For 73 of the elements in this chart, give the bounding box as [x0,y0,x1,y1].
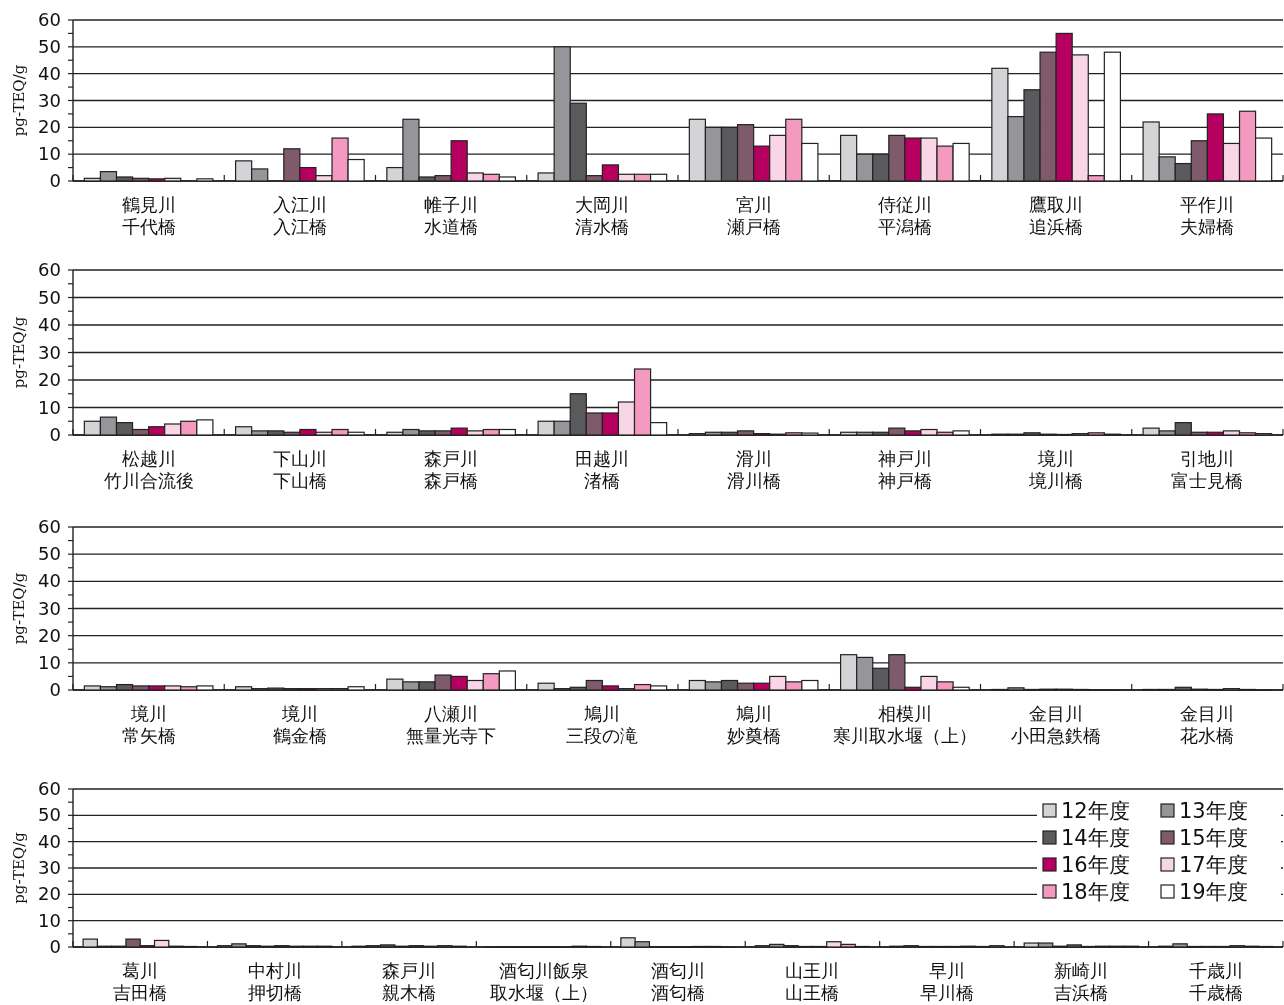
legend-label: 13年度 [1179,799,1248,823]
x-tick-label: 相模川寒川取水堰（上） [832,703,977,746]
y-tick-label: 40 [38,314,61,335]
legend-label: 16年度 [1061,853,1130,877]
x-tick-label: 八瀬川無量光寺下 [406,703,497,746]
legend-label: 14年度 [1061,826,1130,850]
x-tick-label: 森戸川森戸橋 [424,448,479,491]
x-tick-label: 大岡川清水橋 [575,194,630,237]
y-tick-label: 40 [38,570,61,592]
y-tick-label: 50 [38,35,61,57]
x-tick-label: 酒匂川飯泉取水堰（上） [489,960,598,1003]
y-axis-title: pg-TEQ/g [10,64,28,137]
y-tick-label: 30 [38,89,61,111]
y-tick-label: 20 [38,624,61,646]
x-tick-label: 入江川入江橋 [272,194,327,237]
x-tick-label: 境川鶴金橋 [272,703,327,746]
x-tick-label: 平作川夫婦橋 [1180,194,1235,237]
y-axis-title: pg-TEQ/g [10,316,28,389]
x-tick-label: 鳩川三段の滝 [566,703,639,746]
legend-label: 19年度 [1179,880,1248,904]
x-tick-label: 新崎川吉浜橋 [1054,960,1109,1003]
x-tick-label: 宮川瀬戸橋 [726,194,781,237]
x-tick-label: 鷹取川追浜橋 [1029,194,1084,237]
legend-label: 18年度 [1061,880,1130,904]
y-tick-label: 60 [38,516,61,537]
x-tick-label: 下山川下山橋 [272,448,327,491]
y-tick-label: 50 [38,286,61,308]
legend-label: 15年度 [1179,826,1248,850]
x-tick-label: 千歳川千歳橋 [1188,960,1243,1003]
x-tick-label: 酒匂川酒匂橋 [651,960,705,1003]
x-tick-label: 鳩川妙奠橋 [726,703,781,746]
y-tick-label: 10 [38,651,61,673]
y-tick-label: 0 [49,936,61,957]
x-tick-label: 山王川山王橋 [785,960,840,1003]
x-tick-label: 境川常矢橋 [121,703,176,746]
legend-label: 17年度 [1179,853,1248,877]
x-tick-label: 中村川押切橋 [247,960,302,1003]
y-tick-label: 30 [38,597,61,619]
x-tick-label: 引地川富士見橋 [1171,448,1244,491]
y-axis-title: pg-TEQ/g [10,831,28,904]
y-tick-label: 50 [38,543,61,565]
x-tick-label: 森戸川親木橋 [382,960,437,1003]
y-tick-label: 20 [38,883,61,905]
x-tick-label: 松越川竹川合流後 [103,448,194,491]
x-tick-label: 滑川滑川橋 [726,448,781,491]
y-tick-label: 20 [38,116,61,138]
y-tick-label: 30 [38,341,61,363]
x-tick-label: 金目川花水橋 [1180,703,1235,746]
y-tick-label: 50 [38,804,61,826]
y-tick-label: 30 [38,857,61,878]
x-tick-label: 葛川吉田橋 [113,960,168,1003]
x-tick-label: 侍従川平潟橋 [877,194,932,237]
y-tick-label: 60 [38,259,61,280]
x-tick-label: 帷子川水道橋 [424,194,479,237]
y-tick-label: 10 [38,143,61,165]
x-tick-label: 田越川渚橋 [575,448,630,491]
y-tick-label: 40 [38,830,61,852]
y-tick-label: 60 [38,778,61,799]
y-axis-title: pg-TEQ/g [10,572,28,645]
y-tick-label: 10 [38,396,61,418]
legend-label: 12年度 [1061,799,1130,823]
x-tick-label: 鶴見川千代橋 [121,194,176,237]
x-tick-label: 境川境川橋 [1028,448,1084,491]
y-tick-label: 60 [38,9,61,30]
y-tick-label: 0 [49,170,61,191]
y-tick-label: 20 [38,369,61,390]
x-tick-label: 神戸川神戸橋 [877,448,932,491]
x-tick-label: 早川早川橋 [919,960,974,1003]
y-tick-label: 0 [49,424,61,445]
y-tick-label: 0 [49,679,61,700]
y-tick-label: 40 [38,62,61,84]
x-tick-label: 金目川小田急鉄橋 [1011,703,1102,746]
y-tick-label: 10 [38,909,61,931]
